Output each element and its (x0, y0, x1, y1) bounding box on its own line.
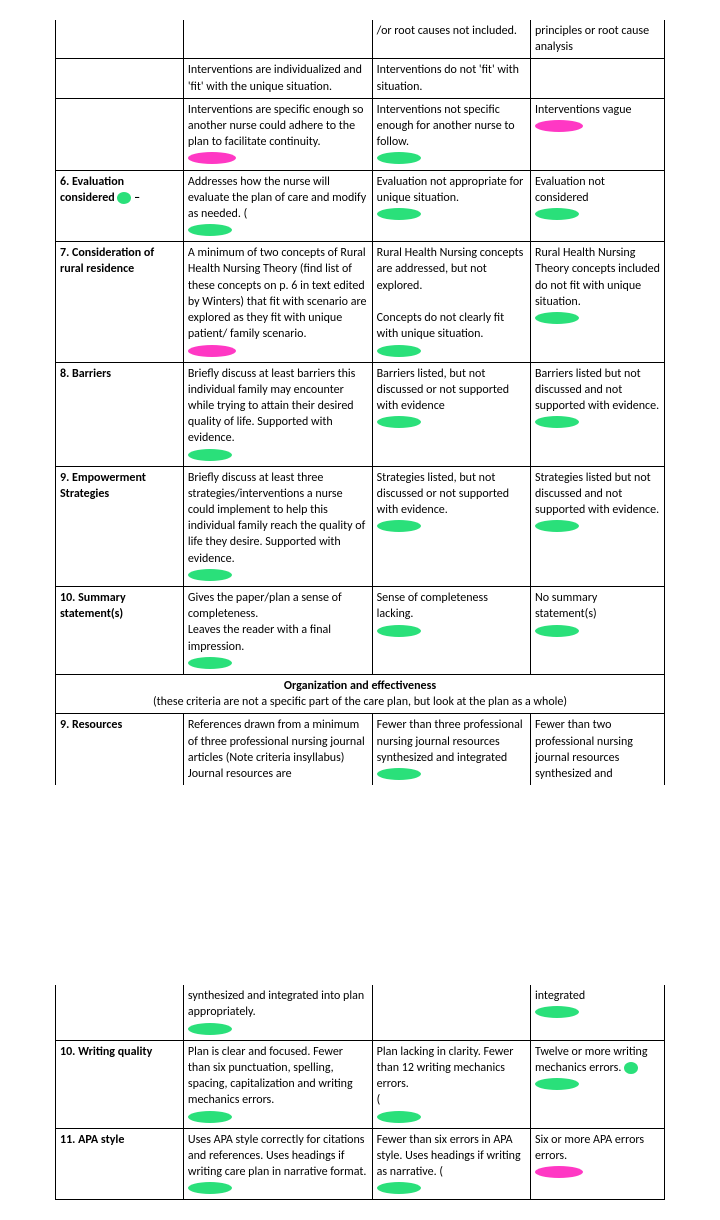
rubric-cell: Briefly discuss at least barriers this i… (183, 362, 372, 466)
rubric-cell: Barriers listed but not discussed and no… (530, 362, 664, 466)
rubric-cell: Evaluation not appropriate for unique si… (372, 170, 530, 242)
table-row: 10. Summary statement(s)Gives the paper/… (56, 587, 665, 675)
table-row: 7. Consideration of rural residenceA min… (56, 242, 665, 362)
rubric-cell: synthesized and integrated into plan app… (183, 985, 372, 1040)
rubric-cell: Interventions vague (530, 98, 664, 170)
rubric-cell: Uses APA style correctly for citations a… (183, 1128, 372, 1200)
rubric-cell: /or root causes not included. (372, 20, 530, 59)
org-subheader: (these criteria are not a specific part … (60, 694, 660, 710)
page-break-gap (55, 785, 665, 985)
table-row: Interventions are specific enough so ano… (56, 98, 665, 170)
rubric-cell: References drawn from a minimum of three… (183, 714, 372, 785)
table-row: /or root causes not included.principles … (56, 20, 665, 59)
rubric-cell (183, 20, 372, 59)
rubric-cell: Rural Health Nursing concepts are addres… (372, 242, 530, 362)
rubric-table-bottom: synthesized and integrated into plan app… (55, 985, 665, 1200)
rubric-cell (56, 20, 184, 59)
rubric-cell: Twelve or more writing mechanics errors. (530, 1040, 664, 1128)
rubric-cell: Fewer than three professional nursing jo… (372, 714, 530, 785)
rubric-table-top: /or root causes not included.principles … (55, 20, 665, 785)
rubric-cell: Sense of completeness lacking. (372, 587, 530, 675)
rubric-cell: 11. APA style (56, 1128, 184, 1200)
org-header: Organization and effectiveness (60, 678, 660, 694)
rubric-cell: Fewer than six errors in APA style. Uses… (372, 1128, 530, 1200)
rubric-cell: Evaluation not considered (530, 170, 664, 242)
rubric-cell: 10. Summary statement(s) (56, 587, 184, 675)
rubric-cell: A minimum of two concepts of Rural Healt… (183, 242, 372, 362)
rubric-cell: 7. Consideration of rural residence (56, 242, 184, 362)
rubric-cell: principles or root cause analysis (530, 20, 664, 59)
rubric-cell: 8. Barriers (56, 362, 184, 466)
rubric-cell: Strategies listed, but not discussed or … (372, 466, 530, 586)
rubric-cell (530, 59, 664, 98)
rubric-cell: Strategies listed but not discussed and … (530, 466, 664, 586)
table-row: 10. Writing qualityPlan is clear and foc… (56, 1040, 665, 1128)
rubric-cell: 9. Empowerment Strategies (56, 466, 184, 586)
rubric-cell: integrated (530, 985, 664, 1040)
rubric-cell: Six or more APA errors errors. (530, 1128, 664, 1200)
table-row: 9. ResourcesReferences drawn from a mini… (56, 714, 665, 785)
rubric-cell: Plan lacking in clarity. Fewer than 12 w… (372, 1040, 530, 1128)
rubric-cell: 10. Writing quality (56, 1040, 184, 1128)
table-row: Interventions are individualized and 'fi… (56, 59, 665, 98)
rubric-cell: 6. Evaluation considered – (56, 170, 184, 242)
rubric-cell: Briefly discuss at least three strategie… (183, 466, 372, 586)
table-row: synthesized and integrated into plan app… (56, 985, 665, 1040)
rubric-cell (372, 985, 530, 1040)
org-header-row: Organization and effectiveness (these cr… (56, 674, 665, 713)
rubric-cell: 9. Resources (56, 714, 184, 785)
rubric-cell: No summary statement(s) (530, 587, 664, 675)
rubric-cell: Plan is clear and focused. Fewer than si… (183, 1040, 372, 1128)
rubric-cell: Interventions are individualized and 'fi… (183, 59, 372, 98)
rubric-cell: Gives the paper/plan a sense of complete… (183, 587, 372, 675)
rubric-cell: Addresses how the nurse will evaluate th… (183, 170, 372, 242)
rubric-cell (56, 59, 184, 98)
rubric-cell: Interventions do not 'fit' with situatio… (372, 59, 530, 98)
rubric-cell: Interventions are specific enough so ano… (183, 98, 372, 170)
rubric-cell (56, 985, 184, 1040)
table-row: 6. Evaluation considered –Addresses how … (56, 170, 665, 242)
rubric-cell: Rural Health Nursing Theory concepts inc… (530, 242, 664, 362)
table-row: 8. BarriersBriefly discuss at least barr… (56, 362, 665, 466)
rubric-cell: Barriers listed, but not discussed or no… (372, 362, 530, 466)
rubric-cell: Fewer than two professional nursing jour… (530, 714, 664, 785)
table-row: 11. APA styleUses APA style correctly fo… (56, 1128, 665, 1200)
table-row: 9. Empowerment StrategiesBriefly discuss… (56, 466, 665, 586)
rubric-cell: Interventions not specific enough for an… (372, 98, 530, 170)
rubric-cell (56, 98, 184, 170)
